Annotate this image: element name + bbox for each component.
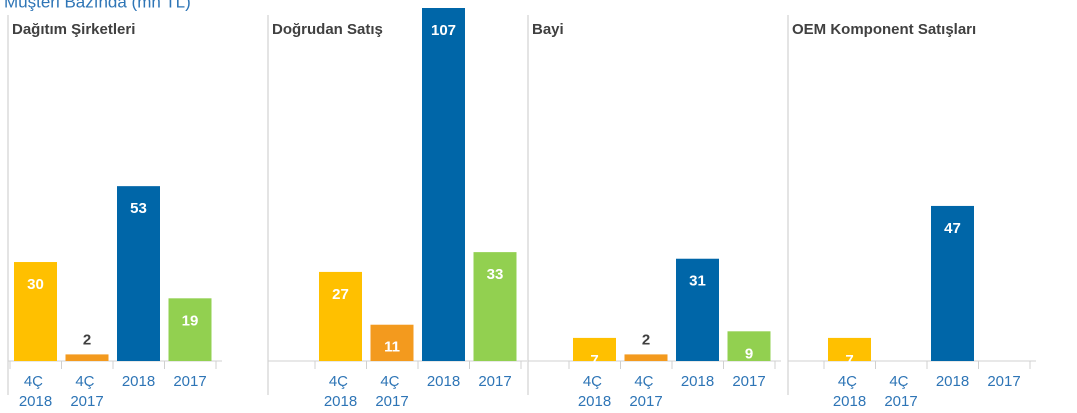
bar (168, 298, 212, 361)
x-tick-label: 4Ç 2018 (833, 373, 866, 410)
bar (117, 186, 160, 361)
x-tick-label: 2017 (173, 373, 206, 390)
x-tick-label: 2017 (478, 373, 511, 390)
bar (65, 354, 109, 361)
value-label: 27 (332, 286, 349, 303)
bar (14, 262, 57, 361)
value-label: 47 (944, 220, 961, 237)
value-label: 11 (384, 339, 400, 356)
x-tick-label: 4Ç 2017 (375, 373, 408, 410)
value-label: 19 (182, 312, 199, 329)
bar (422, 8, 465, 361)
value-label: 2 (83, 331, 91, 348)
x-tick-label: 4Ç 2018 (19, 373, 52, 410)
x-tick-label: 4Ç 2017 (629, 373, 662, 410)
x-tick-label: 4Ç 2017 (884, 373, 917, 410)
x-tick-label: 4Ç 2018 (324, 373, 357, 410)
value-label: 33 (487, 266, 504, 283)
bar (828, 337, 871, 361)
x-tick-label: 2018 (681, 373, 714, 390)
bar (319, 271, 362, 361)
value-label: 30 (27, 276, 44, 293)
panel-title: Bayi (532, 21, 564, 38)
x-tick-label: 4Ç 2017 (70, 373, 103, 410)
value-label: 31 (689, 273, 706, 290)
bar (931, 205, 974, 361)
x-tick-label: 4Ç 2018 (578, 373, 611, 410)
panel-title: Doğrudan Satış (272, 21, 383, 38)
x-tick-label: 2018 (936, 373, 969, 390)
panel-title: OEM Komponent Satışları (792, 21, 976, 38)
value-label: 2 (642, 331, 650, 348)
bar (573, 337, 616, 361)
bar (727, 331, 771, 361)
x-tick-label: 2017 (732, 373, 765, 390)
value-label: 53 (130, 200, 147, 217)
value-label: 7 (845, 352, 853, 369)
x-tick-label: 2017 (987, 373, 1020, 390)
bar (676, 258, 719, 361)
x-tick-label: 2018 (427, 373, 460, 390)
page-title: Müşteri Bazında (mn TL) (4, 0, 191, 11)
value-label: 9 (745, 345, 753, 362)
panel-title: Dağıtım Şirketleri (12, 21, 135, 38)
bar (370, 324, 414, 361)
x-tick-label: 2018 (122, 373, 155, 390)
bar (473, 252, 517, 361)
bar (624, 354, 668, 361)
value-label: 7 (590, 352, 598, 369)
value-label: 107 (431, 22, 456, 39)
